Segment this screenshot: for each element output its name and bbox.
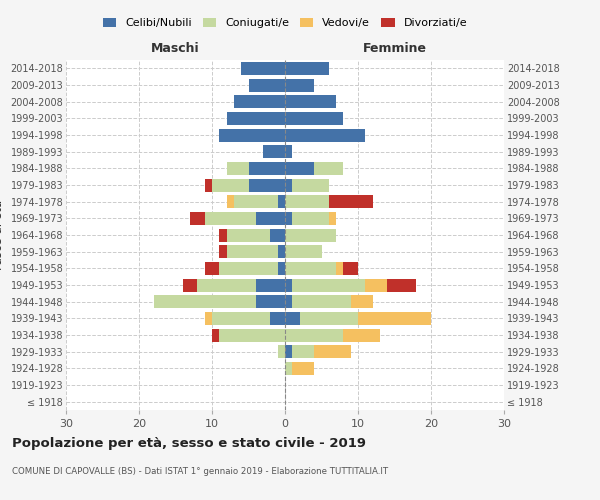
Bar [205, 178, 212, 192]
Bar [285, 262, 336, 275]
Bar [365, 278, 387, 291]
Bar [227, 162, 248, 175]
Text: Maschi: Maschi [151, 42, 200, 55]
Bar [263, 145, 285, 158]
Bar [343, 262, 358, 275]
Bar [220, 262, 278, 275]
Bar [271, 312, 285, 325]
Text: Popolazione per età, sesso e stato civile - 2019: Popolazione per età, sesso e stato civil… [12, 438, 366, 450]
Bar [248, 162, 285, 175]
Bar [227, 245, 278, 258]
Bar [256, 212, 285, 225]
Text: COMUNE DI CAPOVALLE (BS) - Dati ISTAT 1° gennaio 2019 - Elaborazione TUTTITALIA.: COMUNE DI CAPOVALLE (BS) - Dati ISTAT 1°… [12, 468, 388, 476]
Bar [292, 178, 329, 192]
Bar [292, 212, 329, 225]
Bar [387, 278, 416, 291]
Bar [292, 278, 365, 291]
Bar [212, 312, 271, 325]
Bar [256, 295, 285, 308]
Bar [183, 278, 197, 291]
Bar [227, 228, 271, 241]
Bar [285, 362, 292, 375]
Bar [343, 328, 380, 342]
Bar [241, 62, 285, 75]
Bar [285, 295, 292, 308]
Bar [285, 212, 292, 225]
Bar [285, 128, 365, 141]
Bar [350, 295, 373, 308]
Bar [299, 312, 358, 325]
Bar [314, 162, 343, 175]
Bar [336, 262, 343, 275]
Bar [278, 195, 285, 208]
Bar [278, 345, 285, 358]
Bar [234, 95, 285, 108]
Bar [285, 62, 329, 75]
Bar [220, 245, 227, 258]
Bar [285, 228, 336, 241]
Bar [285, 162, 314, 175]
Bar [190, 212, 205, 225]
Bar [205, 312, 212, 325]
Bar [358, 312, 431, 325]
Bar [278, 262, 285, 275]
Bar [285, 245, 322, 258]
Bar [285, 195, 329, 208]
Bar [234, 195, 278, 208]
Bar [205, 212, 256, 225]
Bar [205, 262, 220, 275]
Bar [314, 345, 350, 358]
Bar [285, 145, 292, 158]
Bar [285, 78, 314, 92]
Bar [227, 195, 234, 208]
Bar [285, 345, 292, 358]
Bar [292, 295, 350, 308]
Bar [197, 278, 256, 291]
Bar [329, 195, 373, 208]
Y-axis label: Fasce di età: Fasce di età [0, 200, 5, 270]
Bar [292, 362, 314, 375]
Bar [285, 178, 292, 192]
Bar [220, 328, 285, 342]
Bar [285, 312, 299, 325]
Bar [285, 95, 336, 108]
Bar [329, 212, 336, 225]
Legend: Celibi/Nubili, Coniugati/e, Vedovi/e, Divorziati/e: Celibi/Nubili, Coniugati/e, Vedovi/e, Di… [98, 13, 472, 32]
Bar [227, 112, 285, 125]
Bar [248, 178, 285, 192]
Bar [285, 112, 343, 125]
Bar [154, 295, 256, 308]
Bar [212, 328, 220, 342]
Bar [278, 245, 285, 258]
Text: Femmine: Femmine [362, 42, 427, 55]
Bar [256, 278, 285, 291]
Bar [220, 128, 285, 141]
Bar [248, 78, 285, 92]
Bar [285, 278, 292, 291]
Bar [220, 228, 227, 241]
Bar [292, 345, 314, 358]
Bar [212, 178, 248, 192]
Bar [271, 228, 285, 241]
Bar [285, 328, 343, 342]
